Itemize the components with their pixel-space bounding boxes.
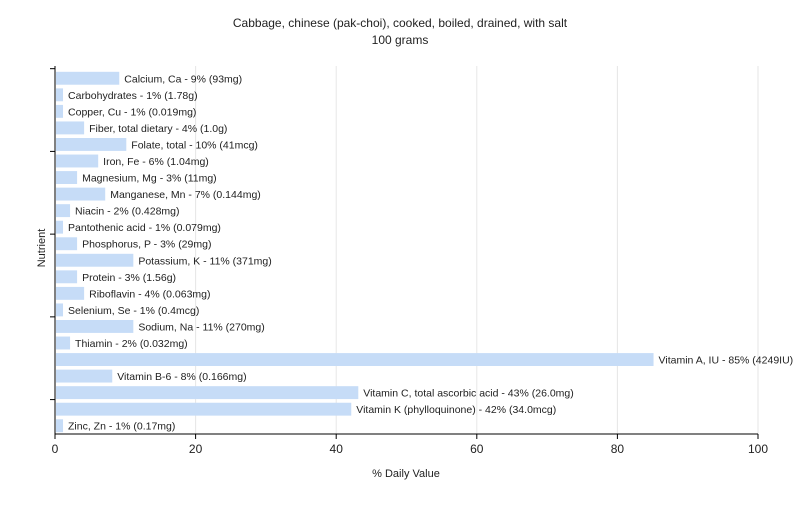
bar-label-18: Vitamin B-6 - 8% (0.166mg) [117,371,246,383]
bar-17 [56,353,654,366]
bar-label-2: Copper, Cu - 1% (0.019mg) [68,106,196,118]
x-tick-label-4: 80 [611,442,625,456]
bar-11 [56,253,134,267]
x-tick-labels: 0 20 40 60 80 100 [52,442,769,456]
bar-19 [56,386,359,400]
bar-label-10: Phosphorus, P - 3% (29mg) [82,239,211,251]
bar-label-15: Sodium, Na - 11% (270mg) [138,321,264,333]
bar-label-13: Riboflavin - 4% (0.063mg) [89,288,210,300]
chart-subtitle: 100 grams [372,33,429,47]
bar-0 [56,71,120,85]
bar-20 [56,402,352,416]
bar-16 [56,336,71,350]
bar-9 [56,220,64,234]
bar-12 [56,270,78,284]
bar-4 [56,138,127,151]
bar-label-9: Pantothenic acid - 1% (0.079mg) [68,222,221,234]
bar-14 [56,303,64,317]
bar-label-14: Selenium, Se - 1% (0.4mcg) [68,305,199,317]
bar-label-19: Vitamin C, total ascorbic acid - 43% (26… [363,388,573,400]
grid-lines [195,66,759,434]
bar-18 [56,369,113,383]
bar-label-8: Niacin - 2% (0.428mg) [75,206,179,218]
bar-label-7: Manganese, Mn - 7% (0.144mg) [110,189,261,201]
bar-label-6: Magnesium, Mg - 3% (11mg) [82,173,217,185]
bar-label-20: Vitamin K (phylloquinone) - 42% (34.0mcg… [356,404,556,416]
bar-21 [56,419,64,433]
bar-15 [56,320,134,333]
bar-8 [56,204,71,218]
bar-3 [56,121,85,135]
x-axis-label: % Daily Value [372,468,440,480]
x-tick-label-5: 100 [748,442,768,456]
bars: Calcium, Ca - 9% (93mg) Carbohydrates - 1… [56,71,794,433]
bar-13 [56,286,85,300]
x-tick-label-2: 40 [330,442,344,456]
bar-label-16: Thiamin - 2% (0.032mg) [75,338,188,350]
bar-1 [56,88,64,102]
bar-7 [56,187,106,201]
bar-label-17: Vitamin A, IU - 85% (4249IU) [659,355,794,367]
bar-2 [56,104,64,118]
axes [50,66,759,439]
bar-label-0: Calcium, Ca - 9% (93mg) [124,73,242,85]
bar-10 [56,237,78,251]
bar-label-12: Protein - 3% (1.56g) [82,272,176,284]
bar-label-21: Zinc, Zn - 1% (0.17mg) [68,421,175,433]
x-tick-label-1: 20 [189,442,203,456]
y-axis-label: Nutrient [36,229,48,268]
bar-label-4: Folate, total - 10% (41mcg) [131,139,258,151]
chart-title: Cabbage, chinese (pak-choi), cooked, boi… [233,16,568,30]
x-tick-label-0: 0 [52,442,59,456]
bar-label-5: Iron, Fe - 6% (1.04mg) [103,156,209,168]
bar-6 [56,171,78,184]
bar-5 [56,154,99,168]
bar-label-11: Potassium, K - 11% (371mg) [138,255,271,267]
x-tick-label-3: 60 [470,442,484,456]
bar-label-3: Fiber, total dietary - 4% (1.0g) [89,123,227,135]
bar-label-1: Carbohydrates - 1% (1.78g) [68,90,198,102]
